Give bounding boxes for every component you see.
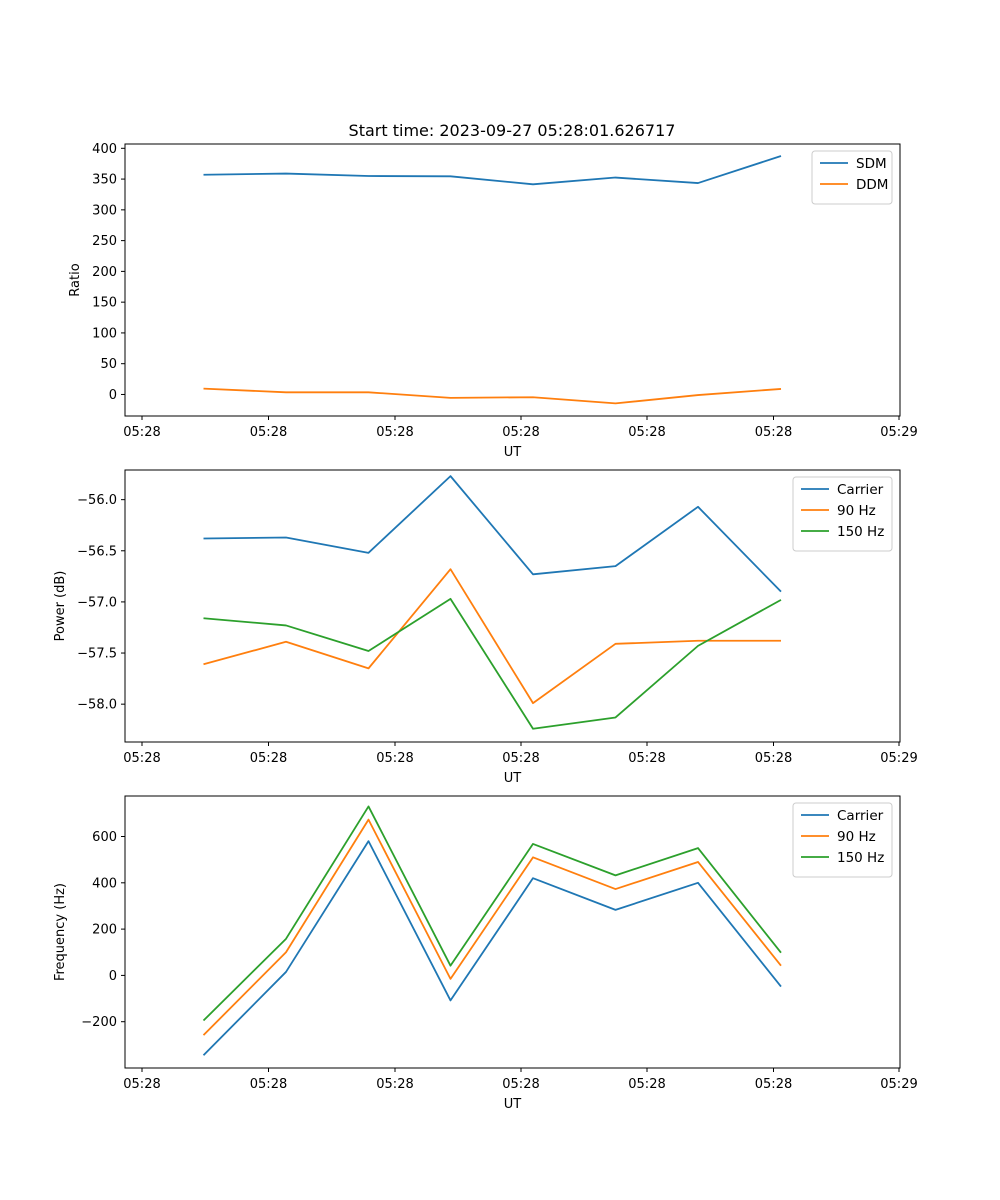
ratio-x-tick-label: 05:28	[502, 425, 539, 440]
power-y-tick-label: −57.5	[77, 647, 117, 662]
power-legend-label-150-hz: 150 Hz	[837, 524, 884, 540]
power-legend-label-90-hz: 90 Hz	[837, 503, 876, 519]
ratio-x-tick-label: 05:29	[880, 425, 917, 440]
power-x-axis-label: UT	[504, 771, 522, 786]
ratio-panel: 05:28 05:28 05:28 05:28 05:28 05:28 05:29 0 50 10…	[68, 142, 918, 460]
frequency-series-90-hz-line	[202, 818, 782, 1036]
power-y-axis-label: Power (dB)	[53, 571, 68, 642]
frequency-x-axis-label: UT	[504, 1097, 522, 1112]
ratio-series-sdm-line	[203, 155, 782, 186]
ratio-legend	[811, 150, 893, 205]
ratio-y-tick-label: 250	[92, 234, 117, 249]
ratio-y-tick-label: 300	[92, 203, 117, 218]
power-x-tick-label: 05:28	[755, 751, 792, 766]
ratio-y-tick-label: 150	[92, 296, 117, 311]
power-legend	[792, 476, 893, 552]
ratio-axes-frame	[124, 143, 901, 417]
frequency-y-tick-label: 600	[92, 830, 117, 845]
ratio-x-tick-label: 05:28	[123, 425, 160, 440]
power-y-tick-label: −57.0	[77, 595, 117, 610]
power-y-tick-label: −56.0	[77, 493, 117, 508]
ratio-x-tick-label: 05:28	[755, 425, 792, 440]
frequency-x-tick-label: 05:28	[628, 1077, 665, 1092]
ratio-legend-label-sdm: SDM	[856, 156, 887, 172]
frequency-y-tick-label: 0	[109, 969, 117, 984]
frequency-series-150-hz-line	[202, 805, 782, 1022]
frequency-y-tick-label: −200	[81, 1015, 117, 1030]
ratio-y-tick-label: 50	[100, 357, 117, 372]
figure-title: Start time: 2023-09-27 05:28:01.626717	[349, 121, 676, 140]
power-x-tick-label: 05:28	[376, 751, 413, 766]
frequency-axes-frame	[124, 795, 901, 1069]
ratio-y-tick-label: 400	[92, 142, 117, 157]
ratio-y-tick-label: 0	[109, 388, 117, 403]
frequency-x-tick-label: 05:28	[502, 1077, 539, 1092]
frequency-y-tick-label: 200	[92, 923, 117, 938]
ratio-x-tick-label: 05:28	[376, 425, 413, 440]
power-x-tick-label: 05:28	[628, 751, 665, 766]
frequency-x-tick-label: 05:29	[880, 1077, 917, 1092]
ratio-x-tick-label: 05:28	[628, 425, 665, 440]
power-y-tick-label: −58.0	[77, 698, 117, 713]
frequency-legend	[792, 802, 893, 878]
ratio-x-tick-label: 05:28	[250, 425, 287, 440]
ratio-x-axis-label: UT	[504, 445, 522, 460]
ratio-legend-label-ddm: DDM	[856, 177, 888, 193]
frequency-x-tick-label: 05:28	[250, 1077, 287, 1092]
power-series-90-hz-line	[203, 568, 781, 705]
power-x-tick-label: 05:28	[123, 751, 160, 766]
ratio-series-ddm-line	[203, 387, 782, 405]
frequency-legend-label-carrier: Carrier	[837, 808, 884, 824]
frequency-y-axis-label: Frequency (Hz)	[53, 883, 68, 981]
power-legend-label-carrier: Carrier	[837, 482, 884, 498]
power-x-tick-label: 05:29	[880, 751, 917, 766]
frequency-x-tick-label: 05:28	[755, 1077, 792, 1092]
frequency-legend-label-90-hz: 90 Hz	[837, 829, 876, 845]
frequency-x-tick-label: 05:28	[123, 1077, 160, 1092]
power-series-150-hz-line	[203, 597, 782, 730]
frequency-legend-label-150-hz: 150 Hz	[837, 850, 884, 866]
frequency-y-tick-label: 400	[92, 876, 117, 891]
power-x-tick-label: 05:28	[502, 751, 539, 766]
power-series-carrier-line	[203, 475, 782, 593]
ratio-y-tick-label: 350	[92, 173, 117, 188]
power-panel: 05:28 05:28 05:28 05:28 05:28 05:28 05:29 −58.0…	[53, 469, 918, 786]
frequency-x-tick-label: 05:28	[376, 1077, 413, 1092]
power-axes-frame	[124, 469, 901, 743]
power-y-tick-label: −56.5	[77, 544, 117, 559]
ratio-y-tick-label: 200	[92, 265, 117, 280]
ratio-y-axis-label: Ratio	[68, 263, 83, 296]
ratio-y-tick-label: 100	[92, 326, 117, 341]
power-x-tick-label: 05:28	[250, 751, 287, 766]
frequency-panel: 05:28 05:28 05:28 05:28 05:28 05:28 05:29 −200 0…	[53, 795, 918, 1112]
frequency-series-carrier-line	[202, 840, 782, 1056]
